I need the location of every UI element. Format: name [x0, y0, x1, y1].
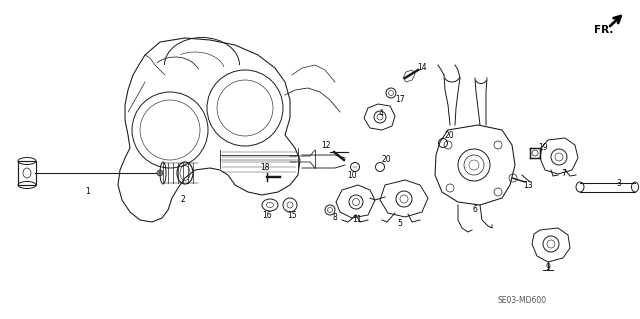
Text: 20: 20: [444, 130, 454, 139]
Text: 18: 18: [260, 164, 269, 173]
Text: 7: 7: [561, 169, 566, 179]
Text: FR.: FR.: [595, 25, 614, 35]
Text: 16: 16: [262, 211, 272, 219]
Text: 13: 13: [523, 181, 533, 189]
Text: 10: 10: [347, 170, 357, 180]
Text: 12: 12: [321, 140, 331, 150]
Bar: [18, 161, 36, 185]
Text: SE03-MD600: SE03-MD600: [497, 296, 546, 305]
Text: 5: 5: [397, 219, 403, 227]
Text: 20: 20: [381, 154, 391, 164]
Text: 14: 14: [417, 63, 427, 72]
Text: 9: 9: [545, 263, 550, 272]
Text: 6: 6: [472, 205, 477, 214]
Text: 1: 1: [86, 188, 90, 197]
Text: 4: 4: [379, 109, 383, 118]
Text: 8: 8: [333, 212, 337, 221]
Text: 19: 19: [538, 144, 548, 152]
Text: 2: 2: [180, 196, 186, 204]
Text: 3: 3: [616, 179, 621, 188]
Circle shape: [157, 170, 163, 176]
Text: 11: 11: [352, 216, 362, 225]
Text: 17: 17: [395, 95, 405, 105]
Text: 15: 15: [287, 211, 297, 219]
